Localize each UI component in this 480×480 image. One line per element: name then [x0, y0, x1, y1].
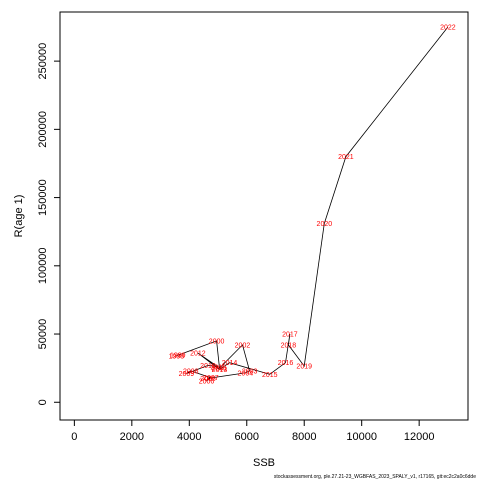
point-label-2011: 2011: [210, 364, 225, 371]
point-label-2006: 2006: [199, 379, 215, 386]
plot-frame: [59, 11, 469, 421]
footnote: stockassessment.org, ple.27.21-23_WGBFAS…: [274, 474, 476, 480]
point-label-2005: 2005: [200, 376, 216, 383]
point-label-2007: 2007: [203, 375, 219, 382]
y-tick-label: 50000: [37, 319, 49, 350]
point-label-2020: 2020: [317, 221, 333, 228]
x-tick-label: 8000: [292, 431, 316, 443]
point-label-2010: 2010: [200, 363, 216, 370]
x-tick-label: 4000: [177, 431, 201, 443]
point-label-2001: 2001: [212, 366, 228, 373]
point-label-1998: 1998: [169, 353, 185, 360]
y-tick-label: 200000: [37, 111, 49, 148]
x-tick-label: 2000: [120, 431, 144, 443]
x-tick-label: 6000: [235, 431, 259, 443]
point-label-2004: 2004: [238, 370, 254, 377]
point-label-2012: 2012: [190, 351, 206, 358]
y-tick-label: 100000: [37, 247, 49, 284]
point-label-2016: 2016: [278, 360, 294, 367]
point-label-2021: 2021: [338, 154, 354, 161]
x-tick-label: 12000: [404, 431, 435, 443]
x-axis: 0 2000 4000 6000 8000 10000 12000: [71, 420, 434, 443]
x-tick-label: 10000: [346, 431, 377, 443]
x-tick-label: 0: [71, 431, 77, 443]
series-line: [176, 26, 449, 382]
point-label-2017: 2017: [282, 332, 298, 339]
point-label-2015: 2015: [262, 372, 278, 379]
point-label-2019: 2019: [296, 364, 312, 371]
point-label-2000: 2000: [209, 338, 225, 345]
y-tick-label: 150000: [37, 179, 49, 216]
point-label-2003: 2003: [242, 368, 258, 375]
point-label-2022: 2022: [440, 25, 456, 32]
y-tick-label: 0: [37, 399, 49, 405]
point-label-2009: 2009: [179, 371, 195, 378]
point-label-2018: 2018: [281, 342, 297, 349]
point-label-2014: 2014: [222, 360, 238, 367]
point-label-2013: 2013: [212, 367, 228, 374]
y-axis: 0 50000 100000 150000 200000 250000: [37, 43, 60, 405]
x-axis-title: SSB: [253, 457, 275, 469]
point-label-1999: 1999: [170, 353, 186, 360]
point-label-2002: 2002: [235, 342, 251, 349]
y-tick-label: 250000: [37, 43, 49, 80]
point-label-2008: 2008: [183, 368, 199, 375]
y-axis-title: R(age 1): [13, 195, 25, 238]
